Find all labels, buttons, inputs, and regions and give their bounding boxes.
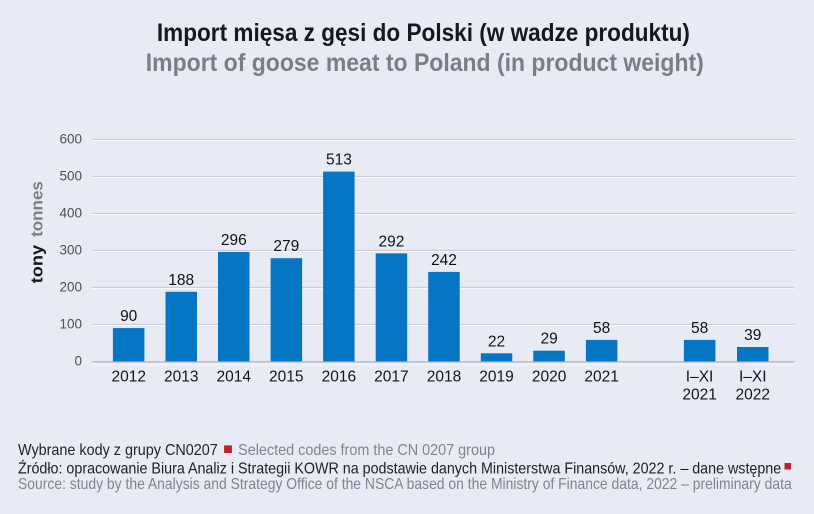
svg-text:29: 29 (540, 331, 557, 348)
svg-text:58: 58 (593, 320, 610, 337)
svg-text:500: 500 (59, 169, 82, 184)
svg-text:Import of goose meat to Poland: Import of goose meat to Poland (in produ… (146, 49, 704, 77)
svg-text:58: 58 (691, 320, 708, 337)
svg-text:39: 39 (744, 327, 761, 344)
svg-text:2017: 2017 (374, 369, 408, 386)
svg-text:296: 296 (221, 232, 247, 249)
svg-text:2022: 2022 (736, 386, 770, 403)
svg-text:2021: 2021 (584, 369, 618, 386)
svg-text:188: 188 (168, 272, 194, 289)
svg-text:2014: 2014 (217, 369, 252, 386)
svg-text:2016: 2016 (322, 369, 356, 386)
svg-text:tony: tony (28, 244, 47, 283)
svg-text:242: 242 (431, 252, 457, 269)
svg-text:Import mięsa z gęsi do Polski: Import mięsa z gęsi do Polski (w wadze p… (157, 19, 690, 47)
svg-text:2020: 2020 (532, 369, 567, 386)
svg-text:Wybrane kody z grupy CN0207: Wybrane kody z grupy CN0207 (18, 442, 218, 459)
svg-text:292: 292 (378, 233, 404, 250)
svg-text:90: 90 (120, 308, 138, 325)
svg-text:Source: study by the Analysis: Source: study by the Analysis and Strate… (18, 476, 792, 493)
svg-text:2019: 2019 (479, 369, 513, 386)
svg-text:0: 0 (74, 354, 82, 369)
svg-text:300: 300 (59, 243, 82, 258)
svg-text:tonnes: tonnes (28, 181, 47, 237)
svg-text:Źródło: opracowanie Biura Anal: Źródło: opracowanie Biura Analiz i Strat… (18, 459, 781, 478)
svg-text:2018: 2018 (427, 369, 461, 386)
svg-text:Selected codes from the CN 020: Selected codes from the CN 0207 group (238, 442, 495, 459)
svg-text:I–XI: I–XI (686, 369, 714, 386)
svg-text:2021: 2021 (682, 386, 716, 403)
svg-text:100: 100 (59, 317, 82, 332)
svg-text:22: 22 (488, 333, 505, 350)
svg-text:2013: 2013 (164, 369, 198, 386)
svg-text:2015: 2015 (269, 369, 303, 386)
svg-text:2012: 2012 (111, 369, 145, 386)
svg-text:513: 513 (326, 152, 352, 169)
svg-text:600: 600 (59, 132, 82, 147)
svg-text:279: 279 (273, 238, 299, 255)
svg-text:I–XI: I–XI (739, 369, 767, 386)
svg-text:200: 200 (59, 280, 82, 295)
svg-text:400: 400 (59, 206, 82, 221)
